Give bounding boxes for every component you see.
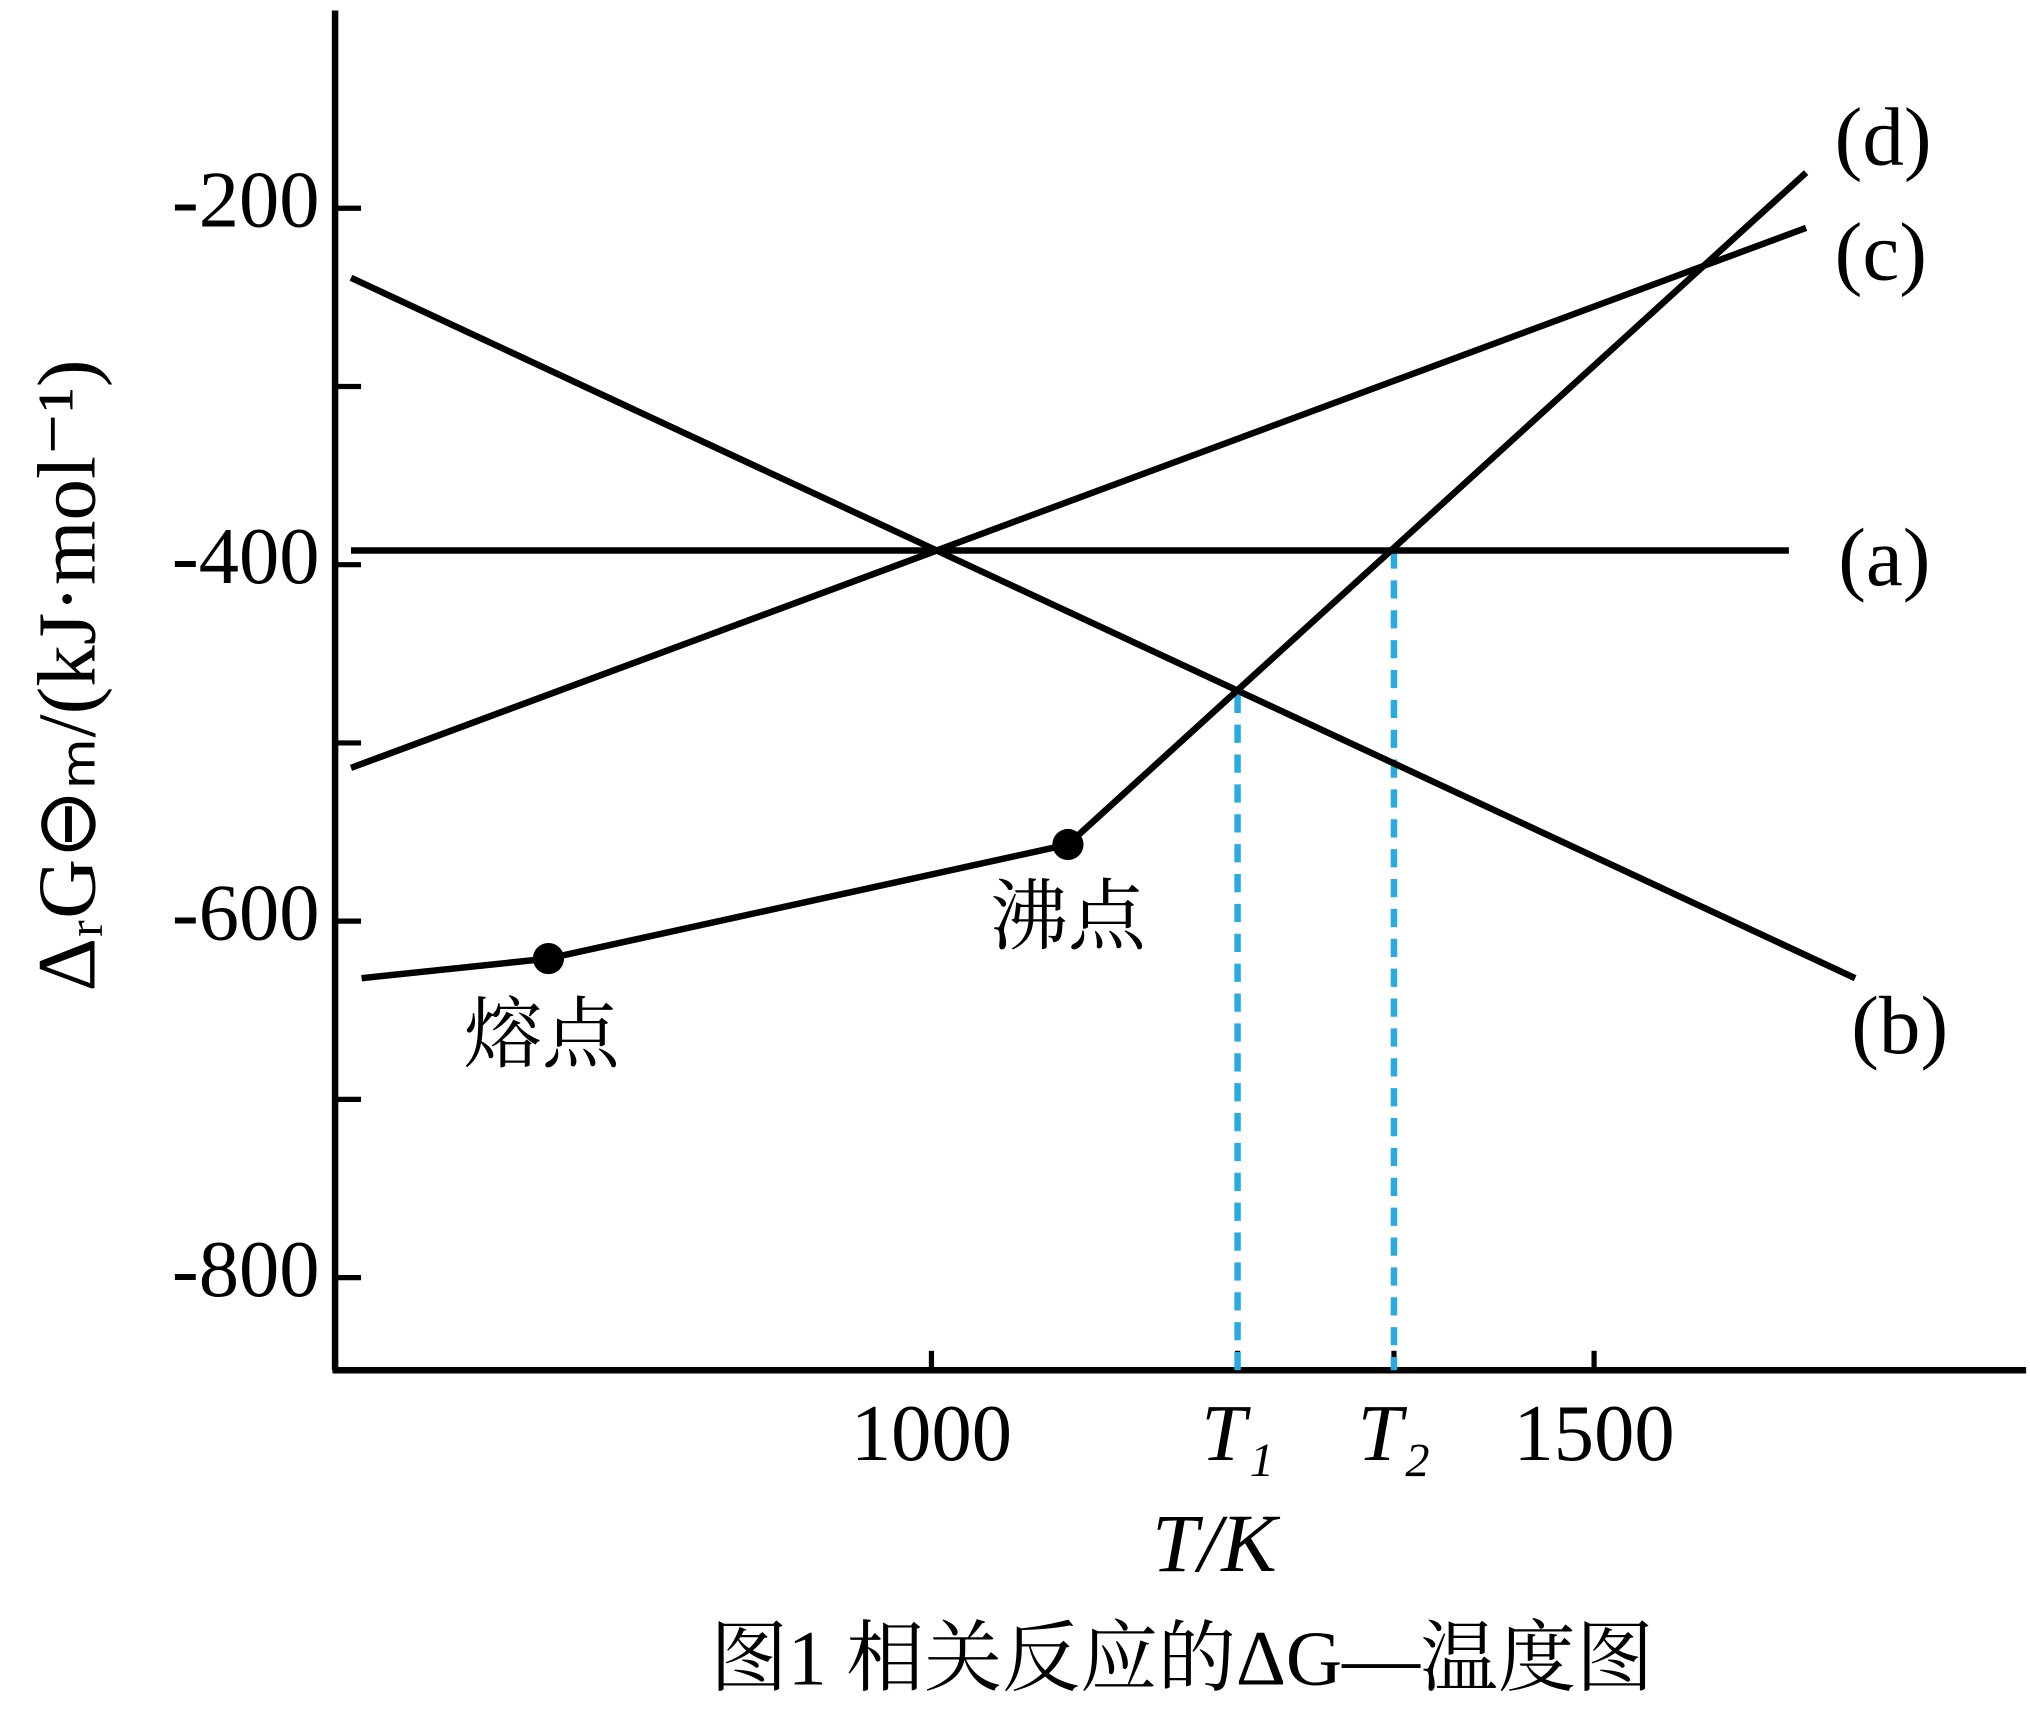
y-tick-label: -600 [172,869,320,958]
y-tick-label: -800 [172,1225,320,1314]
series-line [361,170,1809,982]
y-tick-label: -400 [172,512,320,601]
series-line [349,224,1808,771]
x-axis-label: T/K [1152,1497,1280,1589]
x-tick-label: T₁ [1201,1389,1274,1478]
x-tick-label: T₂ [1358,1389,1431,1478]
point-marker [1052,828,1084,861]
series-line [349,274,1857,982]
x-tick-label: 1500 [1514,1389,1675,1478]
annotation: 熔点 [464,992,622,1078]
y-tick-label: -200 [172,156,320,245]
annotation: 沸点 [990,874,1148,960]
series-label: (c) [1835,205,1927,297]
caption: 图1 相关反应的ΔG—温度图 [710,1615,1654,1701]
series-label: (b) [1851,979,1948,1071]
x-tick-label: 1000 [851,1389,1012,1478]
y-axis-label: ΔᵣG⊖ₘ/(kJ·mol⁻¹) [20,359,112,991]
point-marker [532,942,565,975]
series-label: (d) [1835,90,1932,182]
series-label: (a) [1838,511,1930,603]
